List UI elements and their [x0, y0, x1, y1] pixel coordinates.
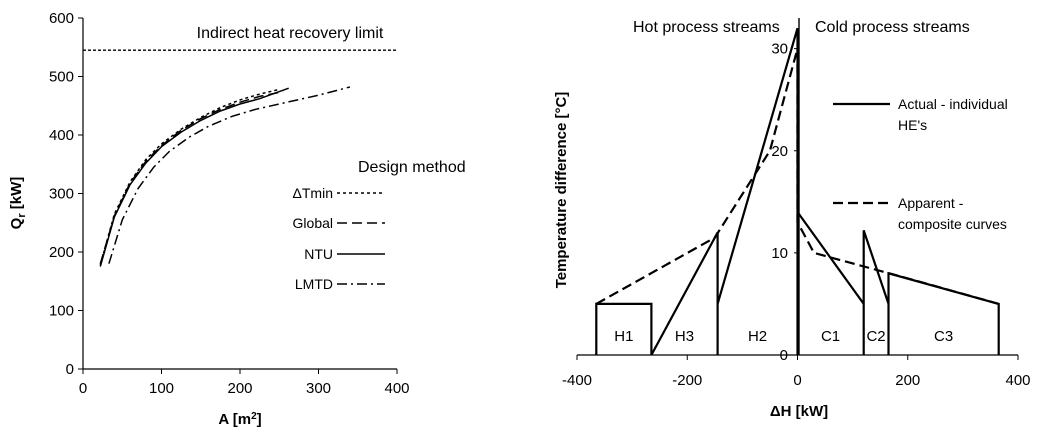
right-series	[595, 27, 1000, 356]
right-y-ticks: 0 10 20 30	[771, 41, 799, 364]
left-x-tick-label: 100	[149, 380, 174, 397]
left-y-tick-label: 200	[49, 244, 74, 261]
left-y-tick-label: 300	[49, 186, 74, 203]
segment-label-c1: C1	[821, 328, 840, 345]
legend-label-1: ΔTmin	[293, 185, 333, 201]
left-x-tick-label: 300	[306, 380, 331, 397]
left-y-axis-label: Qr [kW]	[8, 177, 28, 230]
left-series-line-2	[99, 90, 284, 264]
segment-label-h1: H1	[614, 328, 633, 345]
right-series-line-1	[595, 27, 1000, 356]
legend-title: Design method	[358, 159, 466, 176]
left-y-tick-label: 0	[66, 361, 74, 378]
right-y-tick-label: 0	[780, 347, 788, 364]
right-y-axis-label: Temperature difference [°C]	[553, 92, 570, 289]
right-y-tick-label: 10	[771, 245, 788, 262]
left-series-line-1	[99, 88, 280, 266]
hot-streams-label: Hot process streams	[633, 19, 780, 36]
left-x-ticks: 0 100 200 300 400	[79, 369, 410, 397]
left-series-line-4	[108, 86, 351, 264]
right-y-tick-label: 20	[771, 143, 788, 160]
right-x-tick-label: 400	[1005, 372, 1030, 389]
left-y-tick-label: 500	[49, 69, 74, 86]
left-x-tick-label: 200	[227, 380, 252, 397]
right-x-tick-label: -200	[672, 372, 702, 389]
segment-label-c2: C2	[866, 328, 885, 345]
segment-label-h2: H2	[748, 328, 767, 345]
legend-label-4: LMTD	[295, 276, 333, 292]
right-x-tick-label: 200	[895, 372, 920, 389]
segment-label-c3: C3	[934, 328, 953, 345]
left-y-tick-label: 600	[49, 10, 74, 27]
left-x-tick-label: 400	[384, 380, 409, 397]
right-x-axis-label: ΔH [kW]	[770, 403, 828, 420]
segment-label-h3: H3	[675, 328, 694, 345]
left-x-tick-label: 0	[79, 380, 87, 397]
left-y-tick-label: 100	[49, 303, 74, 320]
left-series	[99, 86, 351, 267]
left-y-tick-label: 400	[49, 127, 74, 144]
legend-label-3: NTU	[304, 246, 333, 262]
right-legend: Actual - individual HE's Apparent - composi…	[833, 96, 1008, 232]
right-x-ticks: -400 -200 0 200 400	[562, 355, 1031, 389]
segment-labels: H1 H3 H2 C1 C2 C3	[614, 328, 953, 345]
right-x-tick-label: -400	[562, 372, 592, 389]
legend-label-2: Global	[293, 215, 333, 231]
recovery-limit-label: Indirect heat recovery limit	[197, 25, 384, 42]
cold-streams-label: Cold process streams	[815, 19, 970, 36]
left-chart: Indirect heat recovery limit 0 100 200 300 4…	[8, 10, 466, 428]
right-legend-label-2: composite curves	[898, 216, 1007, 232]
right-series-line-2	[595, 48, 999, 305]
left-series-line-3	[99, 87, 289, 267]
right-legend-label-1: HE's	[898, 117, 927, 133]
left-x-axis-label: A [m2]	[218, 411, 261, 428]
right-legend-label-1: Actual - individual	[898, 96, 1008, 112]
right-y-tick-label: 30	[771, 41, 788, 58]
left-legend: ΔTmin Global NTU LMTD	[293, 185, 385, 292]
right-legend-label-2: Apparent -	[898, 195, 964, 211]
right-x-tick-label: 0	[793, 372, 801, 389]
left-y-ticks: 0 100 200 300 400 500 600	[49, 10, 83, 378]
right-chart: Hot process streams Cold process streams…	[553, 18, 1031, 420]
